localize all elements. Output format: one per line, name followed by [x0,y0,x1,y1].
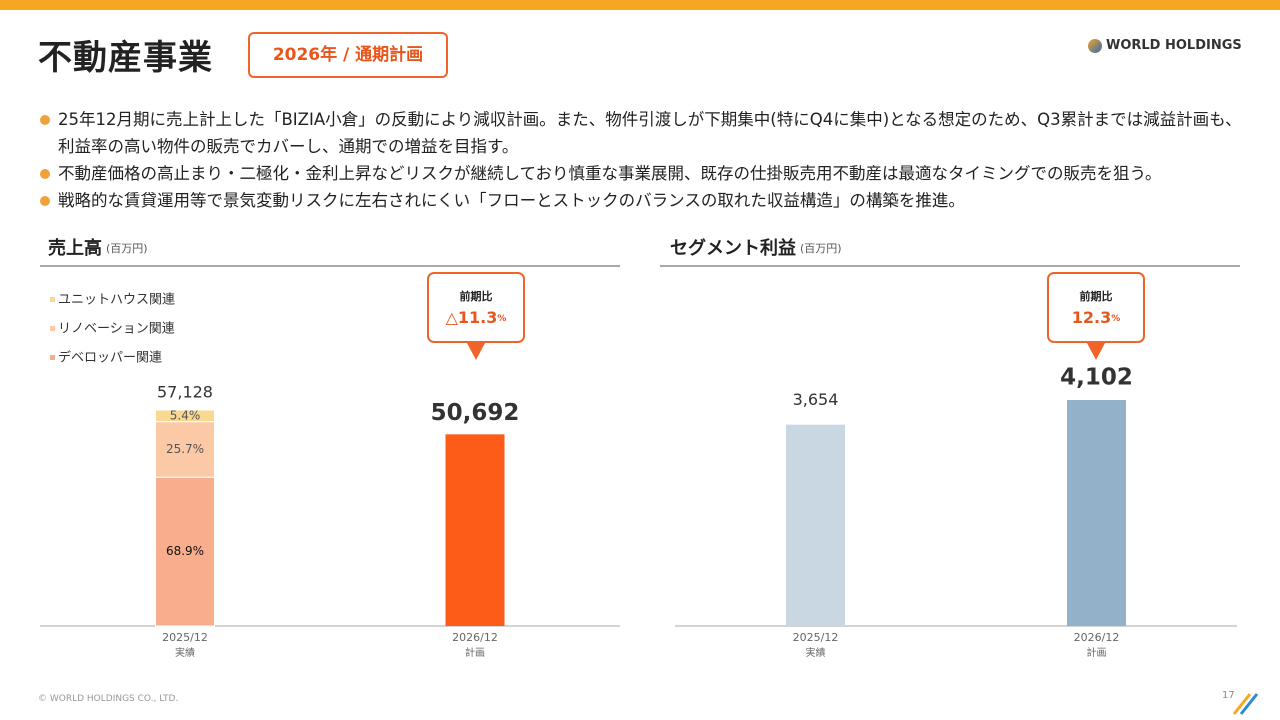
x-tick-label: 2025/12 [162,631,208,644]
x-tick-note: 実績 [806,646,826,659]
x-tick-label: 2025/12 [793,631,839,644]
legend-swatch [50,326,55,331]
value-label: 3,654 [793,390,839,409]
chart-title-text: セグメント利益 [670,237,796,259]
callout-number: △11.3 [446,308,498,327]
callout-unit: % [497,314,506,324]
x-tick-note: 計画 [465,646,485,659]
bar-segment [155,476,215,627]
callout-value: △11.3% [446,308,507,327]
legend-label: ユニットハウス関連 [58,293,175,308]
chart-unit: (百万円) [106,242,148,255]
bar-segment [155,421,215,478]
page-number: 17 [1222,690,1235,701]
bullet: 25年12月期に売上計上した「BIZIA小倉」の反動により減収計画。また、物件引… [38,106,1253,160]
segment-label: 5.4% [170,408,201,422]
logo-text: WORLD HOLDINGS [1106,38,1242,53]
badge: 2026年 / 通期計画 [248,32,448,78]
logo: WORLD HOLDINGS [1088,38,1242,53]
chart-title: セグメント利益 (百万円) [670,237,842,259]
legend-label: リノベーション関連 [58,322,175,337]
callout-unit: % [1111,314,1120,324]
chart-title: 売上高 (百万円) [48,237,148,259]
bar [1067,400,1126,626]
bullet: 戦略的な賃貸運用等で景気変動リスクに左右されにくい「フローとストックのバランスの… [38,187,1253,214]
callout-box [1047,272,1145,343]
segment-label: 25.7% [166,442,204,456]
callout-number: 12.3 [1072,308,1111,327]
bar [445,434,505,626]
callout-value: 12.3% [1072,308,1121,327]
chart-title-text: 売上高 [48,237,102,259]
segment-label: 68.9% [166,544,204,558]
corner-mark [1232,693,1259,715]
x-tick-label: 2026/12 [1074,631,1120,644]
copyright: © WORLD HOLDINGS CO., LTD. [38,694,179,704]
value-label: 4,102 [1060,365,1133,391]
chart-unit: (百万円) [800,242,842,255]
top-bar [0,0,1280,10]
legend-swatch [50,297,55,302]
bullet: 不動産価格の高止まり・二極化・金利上昇などリスクが継続しており慎重な事業展開、既… [38,160,1253,187]
legend-swatch [50,355,55,360]
callout-box [427,272,525,343]
legend-label: デベロッパー関連 [58,350,162,366]
slide-title: 不動産事業 [38,38,213,78]
x-tick-label: 2026/12 [452,631,498,644]
bullet-list: 25年12月期に売上計上した「BIZIA小倉」の反動により減収計画。また、物件引… [38,106,1253,214]
x-tick-note: 実績 [175,646,195,659]
total-label: 57,128 [157,383,213,402]
callout-title: 前期比 [1080,289,1113,303]
x-tick-note: 計画 [1087,646,1107,659]
callout-pointer [1087,343,1105,360]
bar [786,424,845,626]
total-label: 50,692 [431,400,520,426]
bar-segment [155,409,215,423]
callout-pointer [467,343,485,360]
callout-title: 前期比 [460,289,493,303]
